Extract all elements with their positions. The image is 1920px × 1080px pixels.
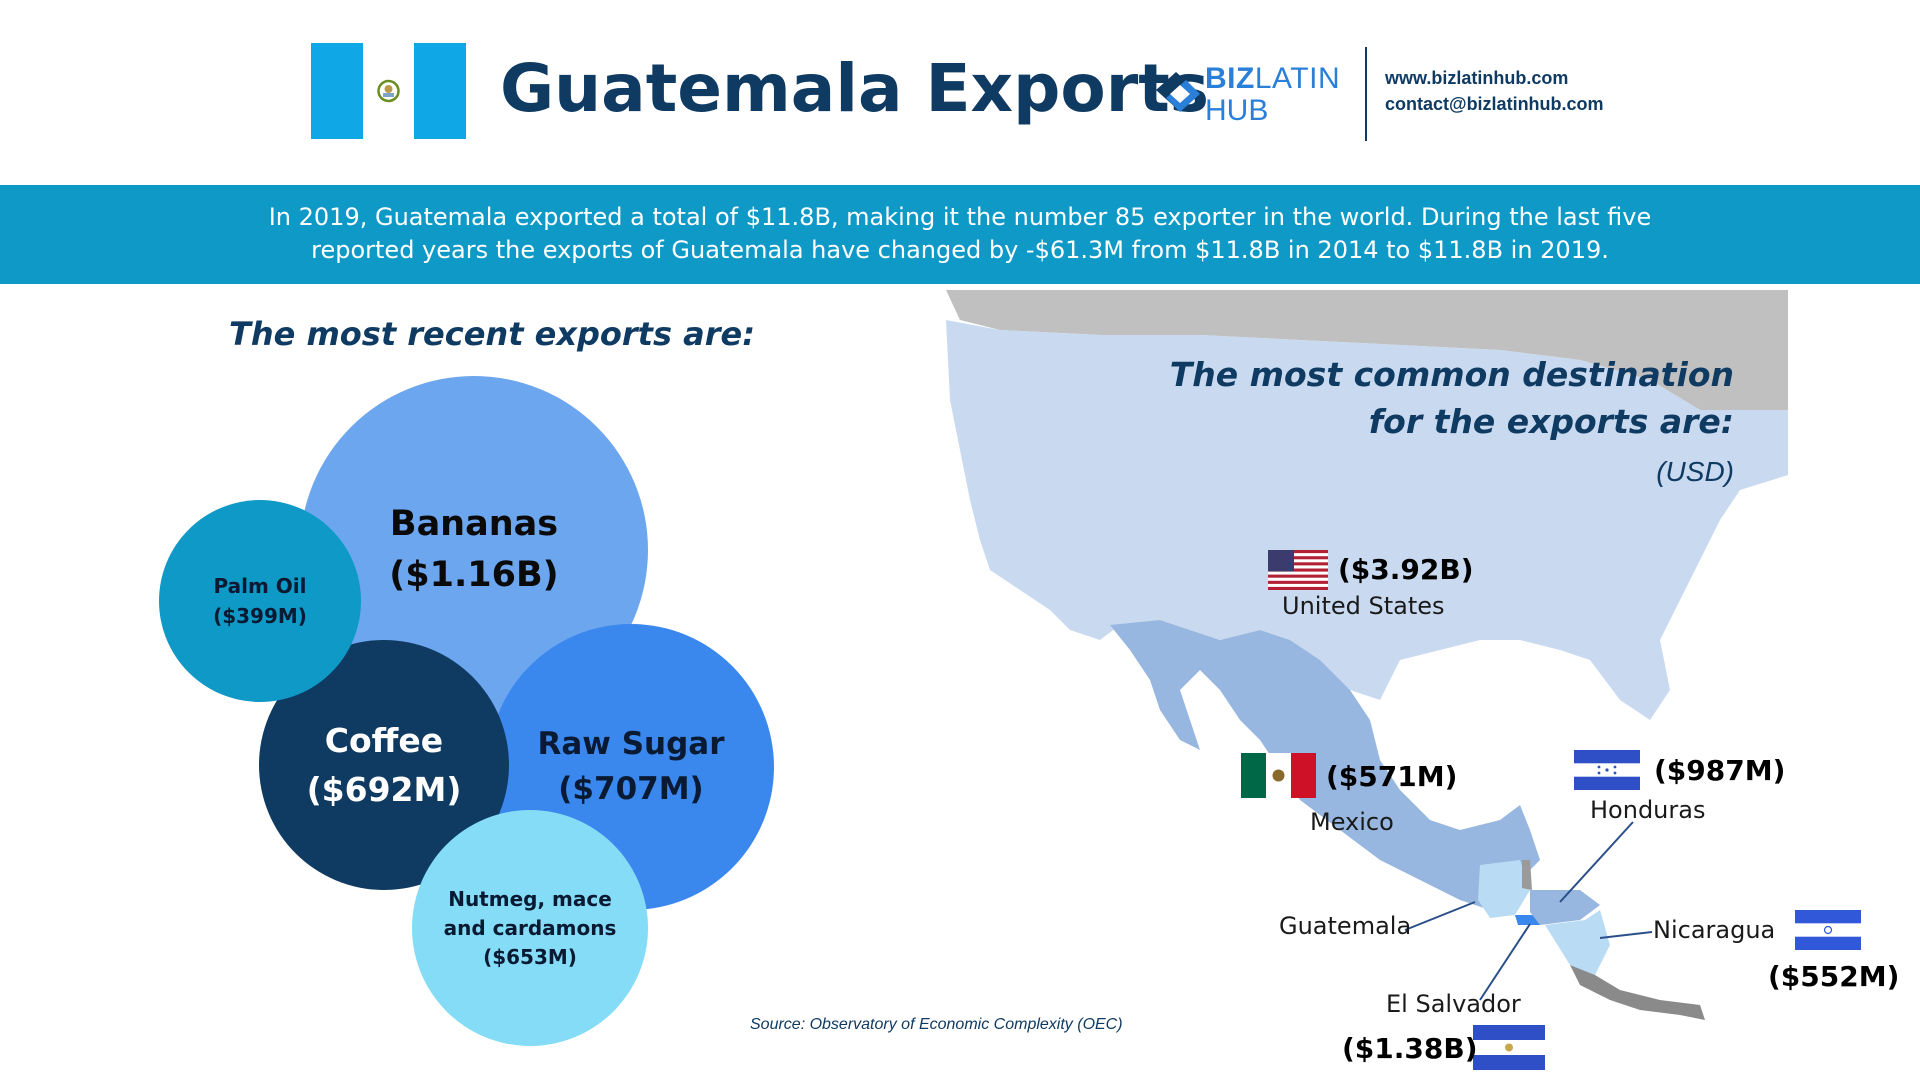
export-bubble-palm-oil: Palm Oil ($399M) (159, 500, 361, 702)
logo-text-light: LATIN (1254, 62, 1341, 95)
destinations-heading-line-2: for the exports are: (1368, 402, 1734, 441)
country-label-us: United States (1282, 592, 1445, 620)
export-value: ($1.16B) (389, 555, 559, 595)
contact-email[interactable]: contact@bizlatinhub.com (1385, 94, 1604, 114)
nicaragua-flag-icon (1795, 910, 1861, 950)
mexico-flag-icon (1241, 753, 1316, 798)
export-name: Bananas (389, 504, 559, 545)
destination-value-nicaragua: ($552M) (1768, 960, 1900, 993)
export-name: Nutmeg, mace and cardamons (443, 886, 617, 940)
logo-text: BIZLATIN (1205, 62, 1340, 96)
summary-banner (0, 185, 1920, 284)
bizlatinhub-logo-icon (1156, 72, 1200, 112)
destination-value-honduras: ($987M) (1654, 754, 1786, 787)
exports-heading: The most recent exports are: (229, 315, 756, 353)
logo-text-bold: BIZ (1205, 62, 1255, 95)
destination-value-el-salvador: ($1.38B) (1342, 1032, 1478, 1065)
export-value: ($653M) (483, 944, 577, 969)
export-name: Coffee (324, 720, 444, 760)
export-name: Raw Sugar (537, 726, 725, 763)
el-salvador-flag-icon (1473, 1025, 1545, 1070)
country-label-guatemala: Guatemala (1279, 912, 1412, 940)
country-label-honduras: Honduras (1590, 796, 1706, 824)
honduras-flag-icon (1574, 750, 1640, 790)
export-value: ($707M) (558, 771, 704, 807)
banner-text-line-1: In 2019, Guatemala exported a total of $… (268, 203, 1652, 231)
north-america-map (946, 290, 1788, 1020)
contact-website[interactable]: www.bizlatinhub.com (1385, 68, 1569, 88)
destination-value-mexico: ($571M) (1326, 760, 1458, 793)
destinations-unit: (USD) (1656, 456, 1734, 487)
page-title: Guatemala Exports (500, 50, 1210, 127)
export-bubble-raw-sugar: Raw Sugar ($707M) (488, 624, 774, 910)
banner-text-line-2: reported years the exports of Guatemala … (311, 236, 1609, 264)
export-value: ($399M) (213, 604, 307, 628)
destination-value-us: ($3.92B) (1338, 553, 1474, 586)
country-label-el-salvador: El Salvador (1386, 990, 1521, 1018)
export-name: Palm Oil (213, 574, 307, 598)
source-note: Source: Observatory of Economic Complexi… (750, 1016, 1123, 1033)
country-label-mexico: Mexico (1310, 808, 1394, 836)
logo-text-line2: HUB (1205, 94, 1269, 127)
guatemala-flag-icon (311, 43, 466, 139)
export-bubble-nutmeg: Nutmeg, mace and cardamons ($653M) (412, 810, 648, 1046)
destinations-heading-line-1: The most common destination (1169, 355, 1734, 394)
usa-flag-icon (1268, 550, 1328, 590)
export-value: ($692M) (306, 770, 462, 809)
country-label-nicaragua: Nicaragua (1653, 916, 1776, 944)
header-divider (1365, 47, 1367, 141)
